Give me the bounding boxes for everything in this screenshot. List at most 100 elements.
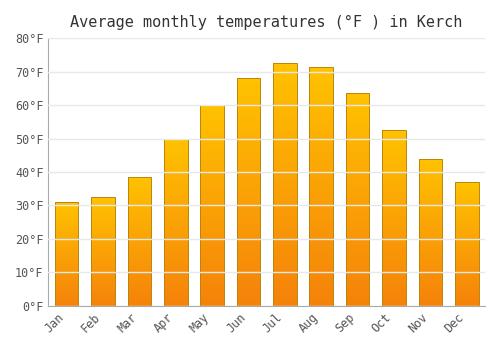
Bar bbox=[164, 182, 188, 184]
Bar bbox=[273, 267, 296, 270]
Bar bbox=[273, 124, 296, 126]
Bar bbox=[418, 212, 442, 213]
Bar bbox=[418, 300, 442, 301]
Bar bbox=[273, 192, 296, 194]
Bar bbox=[382, 269, 406, 271]
Bar bbox=[200, 284, 224, 286]
Bar bbox=[200, 294, 224, 296]
Bar bbox=[346, 272, 370, 274]
Bar bbox=[418, 284, 442, 285]
Bar bbox=[200, 139, 224, 141]
Bar bbox=[200, 183, 224, 186]
Bar bbox=[200, 232, 224, 233]
Bar bbox=[128, 259, 151, 261]
Bar bbox=[455, 238, 478, 239]
Bar bbox=[273, 88, 296, 90]
Bar bbox=[418, 267, 442, 269]
Bar bbox=[382, 239, 406, 241]
Bar bbox=[91, 238, 115, 239]
Bar bbox=[310, 81, 333, 83]
Bar bbox=[91, 230, 115, 231]
Bar bbox=[346, 210, 370, 212]
Bar bbox=[346, 302, 370, 304]
Bar bbox=[128, 278, 151, 279]
Bar bbox=[346, 104, 370, 106]
Bar bbox=[91, 202, 115, 203]
Bar bbox=[200, 228, 224, 230]
Bar bbox=[236, 153, 260, 156]
Bar bbox=[236, 165, 260, 167]
Bar bbox=[91, 262, 115, 264]
Bar bbox=[418, 167, 442, 169]
Bar bbox=[128, 249, 151, 251]
Bar bbox=[54, 231, 78, 232]
Bar bbox=[91, 197, 115, 198]
Bar bbox=[164, 189, 188, 190]
Bar bbox=[236, 226, 260, 229]
Bar bbox=[54, 202, 78, 306]
Bar bbox=[382, 299, 406, 301]
Bar bbox=[164, 145, 188, 147]
Bar bbox=[273, 158, 296, 160]
Bar bbox=[273, 131, 296, 134]
Bar bbox=[346, 163, 370, 166]
Bar bbox=[164, 140, 188, 142]
Bar bbox=[91, 270, 115, 271]
Bar bbox=[91, 255, 115, 256]
Bar bbox=[54, 205, 78, 206]
Bar bbox=[236, 256, 260, 258]
Bar bbox=[54, 266, 78, 267]
Bar bbox=[54, 270, 78, 271]
Bar bbox=[236, 156, 260, 158]
Bar bbox=[273, 211, 296, 213]
Bar bbox=[455, 232, 478, 233]
Bar bbox=[236, 283, 260, 285]
Bar bbox=[310, 229, 333, 232]
Bar bbox=[346, 282, 370, 285]
Bar bbox=[200, 256, 224, 258]
Bar bbox=[54, 293, 78, 294]
Bar bbox=[382, 243, 406, 244]
Bar bbox=[382, 197, 406, 199]
Bar bbox=[346, 238, 370, 240]
Bar bbox=[54, 258, 78, 259]
Bar bbox=[91, 229, 115, 230]
Bar bbox=[273, 240, 296, 243]
Bar bbox=[54, 253, 78, 254]
Bar bbox=[455, 269, 478, 270]
Bar bbox=[346, 144, 370, 146]
Bar bbox=[273, 218, 296, 221]
Bar bbox=[346, 93, 370, 96]
Bar bbox=[273, 168, 296, 170]
Bar bbox=[236, 235, 260, 238]
Bar bbox=[91, 233, 115, 234]
Bar bbox=[418, 216, 442, 217]
Bar bbox=[455, 192, 478, 193]
Bar bbox=[310, 292, 333, 294]
Bar bbox=[200, 127, 224, 129]
Bar bbox=[455, 291, 478, 292]
Bar bbox=[91, 286, 115, 287]
Bar bbox=[128, 203, 151, 204]
Bar bbox=[346, 166, 370, 168]
Bar bbox=[236, 238, 260, 240]
Bar bbox=[382, 208, 406, 209]
Bar bbox=[310, 112, 333, 114]
Bar bbox=[273, 165, 296, 168]
Bar bbox=[455, 220, 478, 222]
Bar bbox=[128, 293, 151, 294]
Bar bbox=[91, 292, 115, 293]
Bar bbox=[54, 262, 78, 263]
Bar bbox=[273, 146, 296, 148]
Bar bbox=[164, 192, 188, 194]
Bar bbox=[128, 216, 151, 217]
Bar bbox=[164, 291, 188, 293]
Bar bbox=[164, 150, 188, 152]
Bar bbox=[310, 172, 333, 174]
Bar bbox=[200, 211, 224, 214]
Bar bbox=[273, 150, 296, 153]
Bar bbox=[273, 279, 296, 281]
Bar bbox=[54, 207, 78, 208]
Bar bbox=[200, 274, 224, 276]
Bar bbox=[346, 287, 370, 289]
